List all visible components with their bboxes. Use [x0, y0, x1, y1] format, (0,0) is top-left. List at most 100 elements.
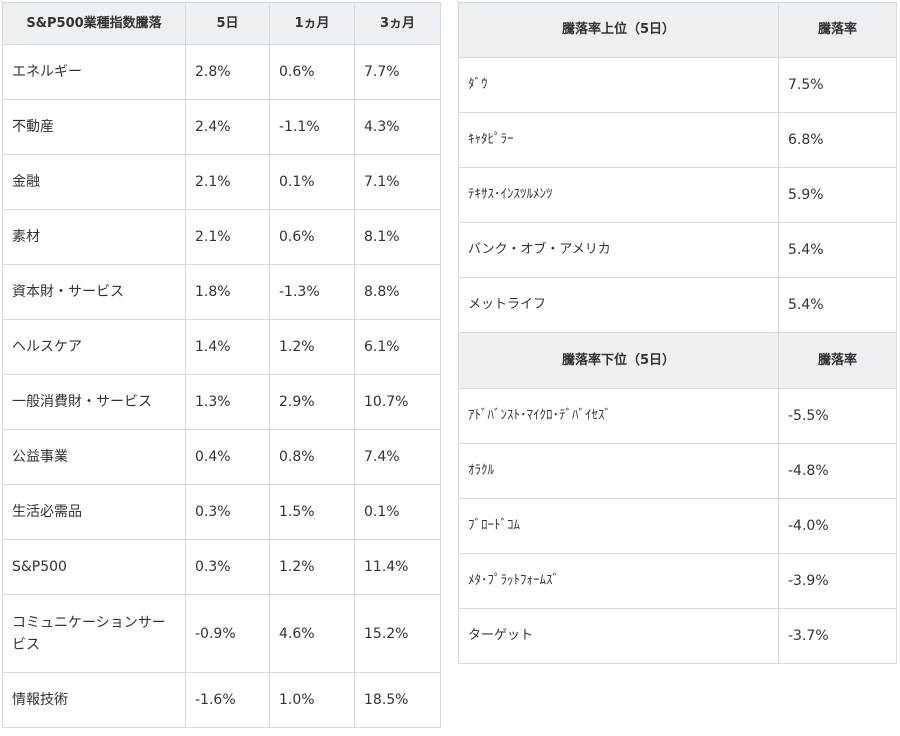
sector-3m-change: 7.4%: [354, 429, 441, 485]
sector-5d-change: 2.8%: [185, 44, 270, 100]
top-mover-stock-change: 5.9%: [778, 167, 897, 223]
table-row: ﾃｷｻｽ･ｲﾝｽﾂﾙﾒﾝﾂ 5.9%: [458, 167, 897, 223]
sector-name: 情報技術: [2, 672, 186, 728]
bottom-mover-stock-change: -5.5%: [778, 388, 897, 444]
table-row: ﾌﾞﾛｰﾄﾞｺﾑ -4.0%: [458, 498, 897, 554]
sector-5d-change: 0.4%: [185, 429, 270, 485]
top-movers-header-value: 騰落率: [778, 2, 897, 58]
table-row: ヘルスケア 1.4% 1.2% 6.1%: [2, 319, 441, 375]
sector-1m-change: 4.6%: [269, 594, 355, 673]
table-row: ｷｬﾀﾋﾟﾗｰ 6.8%: [458, 112, 897, 168]
sector-5d-change: 1.4%: [185, 319, 270, 375]
sector-3m-change: 6.1%: [354, 319, 441, 375]
sector-name: 金融: [2, 154, 186, 210]
sector-name: 不動産: [2, 99, 186, 155]
table-row: S&P500 0.3% 1.2% 11.4%: [2, 539, 441, 595]
table-row: ｱﾄﾞﾊﾞﾝｽﾄ･ﾏｲｸﾛ･ﾃﾞﾊﾞｲｾｽﾞ -5.5%: [458, 388, 897, 444]
sector-header-name: S&P500業種指数騰落: [2, 2, 186, 45]
bottom-mover-stock-change: -4.0%: [778, 498, 897, 554]
sector-1m-change: 0.6%: [269, 44, 355, 100]
sector-1m-change: 1.5%: [269, 484, 355, 540]
sector-3m-change: 18.5%: [354, 672, 441, 728]
sector-1m-change: 0.8%: [269, 429, 355, 485]
sector-3m-change: 11.4%: [354, 539, 441, 595]
top-mover-stock-name: ｷｬﾀﾋﾟﾗｰ: [458, 112, 779, 168]
bottom-movers-header-value: 騰落率: [778, 332, 897, 389]
movers-table: 騰落率上位（5日） 騰落率 ﾀﾞｳ 7.5% ｷｬﾀﾋﾟﾗｰ 6.8% ﾃｷｻｽ･ｲﾝｽ…: [458, 2, 897, 664]
table-row: ﾒﾀ･ﾌﾟﾗｯﾄﾌｫｰﾑｽﾞ -3.9%: [458, 553, 897, 609]
bottom-movers-header-row: 騰落率下位（5日） 騰落率: [458, 332, 897, 389]
sector-1m-change: 2.9%: [269, 374, 355, 430]
table-row: ターゲット -3.7%: [458, 608, 897, 664]
sector-3m-change: 15.2%: [354, 594, 441, 673]
top-mover-stock-name: ﾃｷｻｽ･ｲﾝｽﾂﾙﾒﾝﾂ: [458, 167, 779, 223]
sector-5d-change: 2.1%: [185, 209, 270, 265]
top-mover-stock-change: 5.4%: [778, 277, 897, 333]
sector-header-1m: 1ヵ月: [269, 2, 355, 45]
sector-name: エネルギー: [2, 44, 186, 100]
bottom-movers-header-name: 騰落率下位（5日）: [458, 332, 779, 389]
sector-table-header-row: S&P500業種指数騰落 5日 1ヵ月 3ヵ月: [2, 2, 441, 45]
bottom-mover-stock-name: ターゲット: [458, 608, 779, 664]
table-row: メットライフ 5.4%: [458, 277, 897, 333]
sector-name: 一般消費財・サービス: [2, 374, 186, 430]
top-mover-stock-change: 7.5%: [778, 57, 897, 113]
table-row: 情報技術 -1.6% 1.0% 18.5%: [2, 672, 441, 728]
sector-5d-change: 0.3%: [185, 539, 270, 595]
sector-3m-change: 7.1%: [354, 154, 441, 210]
sector-name: コミュニケーションサービス: [2, 594, 186, 673]
sector-name: 公益事業: [2, 429, 186, 485]
top-mover-stock-change: 6.8%: [778, 112, 897, 168]
bottom-mover-stock-change: -4.8%: [778, 443, 897, 499]
sector-5d-change: 1.3%: [185, 374, 270, 430]
sector-performance-table: S&P500業種指数騰落 5日 1ヵ月 3ヵ月 エネルギー 2.8% 0.6% 7.7…: [2, 2, 441, 728]
table-row: ｵﾗｸﾙ -4.8%: [458, 443, 897, 499]
bottom-mover-stock-name: ｱﾄﾞﾊﾞﾝｽﾄ･ﾏｲｸﾛ･ﾃﾞﾊﾞｲｾｽﾞ: [458, 388, 779, 444]
sector-header-3m: 3ヵ月: [354, 2, 441, 45]
top-mover-stock-name: バンク・オブ・アメリカ: [458, 222, 779, 278]
sector-name: ヘルスケア: [2, 319, 186, 375]
table-row: 公益事業 0.4% 0.8% 7.4%: [2, 429, 441, 485]
top-mover-stock-name: メットライフ: [458, 277, 779, 333]
table-row: 金融 2.1% 0.1% 7.1%: [2, 154, 441, 210]
sector-1m-change: 0.1%: [269, 154, 355, 210]
sector-1m-change: 1.2%: [269, 539, 355, 595]
bottom-mover-stock-change: -3.9%: [778, 553, 897, 609]
sector-1m-change: -1.3%: [269, 264, 355, 320]
sector-name: 生活必需品: [2, 484, 186, 540]
sector-header-5d: 5日: [185, 2, 270, 45]
bottom-mover-stock-name: ﾌﾞﾛｰﾄﾞｺﾑ: [458, 498, 779, 554]
table-row: ﾀﾞｳ 7.5%: [458, 57, 897, 113]
sector-3m-change: 8.1%: [354, 209, 441, 265]
table-row: 資本財・サービス 1.8% -1.3% 8.8%: [2, 264, 441, 320]
sector-1m-change: 0.6%: [269, 209, 355, 265]
sector-3m-change: 7.7%: [354, 44, 441, 100]
sector-5d-change: -0.9%: [185, 594, 270, 673]
sector-name: 資本財・サービス: [2, 264, 186, 320]
table-row: 素材 2.1% 0.6% 8.1%: [2, 209, 441, 265]
sector-3m-change: 8.8%: [354, 264, 441, 320]
bottom-mover-stock-name: ﾒﾀ･ﾌﾟﾗｯﾄﾌｫｰﾑｽﾞ: [458, 553, 779, 609]
bottom-mover-stock-name: ｵﾗｸﾙ: [458, 443, 779, 499]
top-movers-header-name: 騰落率上位（5日）: [458, 2, 779, 58]
sector-5d-change: 2.1%: [185, 154, 270, 210]
table-row: コミュニケーションサービス -0.9% 4.6% 15.2%: [2, 594, 441, 673]
sector-5d-change: 0.3%: [185, 484, 270, 540]
top-mover-stock-name: ﾀﾞｳ: [458, 57, 779, 113]
sector-5d-change: 1.8%: [185, 264, 270, 320]
top-movers-header-row: 騰落率上位（5日） 騰落率: [458, 2, 897, 58]
sector-1m-change: 1.0%: [269, 672, 355, 728]
sector-5d-change: -1.6%: [185, 672, 270, 728]
sector-3m-change: 10.7%: [354, 374, 441, 430]
table-row: エネルギー 2.8% 0.6% 7.7%: [2, 44, 441, 100]
table-row: 生活必需品 0.3% 1.5% 0.1%: [2, 484, 441, 540]
sector-3m-change: 0.1%: [354, 484, 441, 540]
table-row: バンク・オブ・アメリカ 5.4%: [458, 222, 897, 278]
table-row: 不動産 2.4% -1.1% 4.3%: [2, 99, 441, 155]
sector-1m-change: 1.2%: [269, 319, 355, 375]
sector-name: 素材: [2, 209, 186, 265]
sector-1m-change: -1.1%: [269, 99, 355, 155]
sector-name: S&P500: [2, 539, 186, 595]
table-row: 一般消費財・サービス 1.3% 2.9% 10.7%: [2, 374, 441, 430]
top-mover-stock-change: 5.4%: [778, 222, 897, 278]
